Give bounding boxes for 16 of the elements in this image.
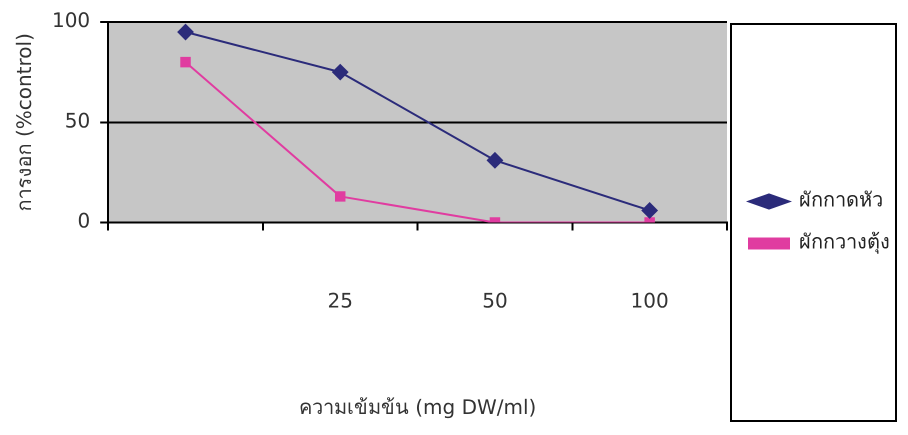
- point: [332, 64, 348, 80]
- y-tick-label: 100: [52, 8, 90, 32]
- y-tick-label: 50: [64, 108, 90, 132]
- y-axis-title: การงอก (%control): [12, 33, 36, 212]
- point: [486, 152, 503, 168]
- x-tick-label: 100: [630, 288, 669, 313]
- legend-label: ผักกาดหัว: [799, 188, 883, 212]
- point: [178, 24, 194, 40]
- point: [334, 191, 346, 202]
- x-tick-label: 25: [328, 288, 353, 313]
- x-axis-title: ความเข้มข้น (mg DW/ml): [298, 395, 536, 420]
- point: [180, 56, 191, 68]
- x-tick-label: 50: [482, 288, 508, 313]
- legend-label: ผักกวางตุ้ง: [799, 230, 890, 255]
- y-tick-label: 0: [77, 208, 90, 233]
- point: [642, 202, 658, 218]
